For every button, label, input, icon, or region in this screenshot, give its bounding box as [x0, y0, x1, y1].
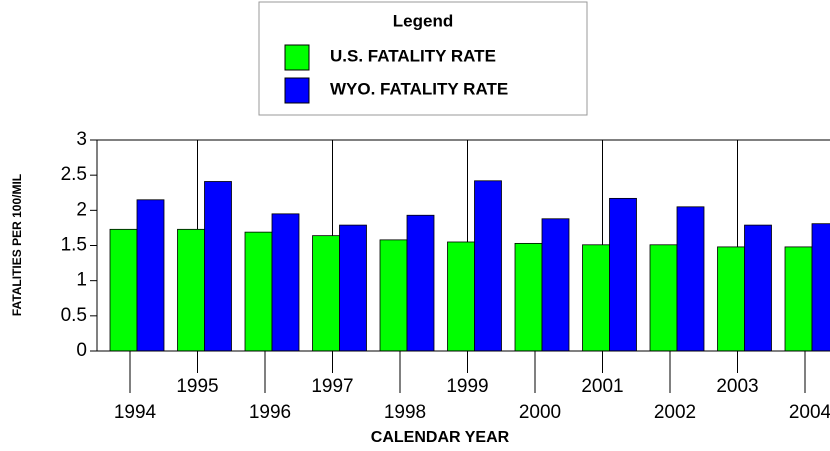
legend-swatch — [284, 44, 310, 71]
bar — [514, 242, 543, 352]
x-tick-label: 1994 — [114, 402, 157, 423]
bar — [109, 228, 138, 352]
legend-box — [258, 1, 588, 116]
bar — [676, 206, 705, 352]
x-tick-label: 2003 — [716, 376, 758, 397]
y-tick-label: 1.5 — [61, 235, 87, 256]
bar — [204, 181, 232, 352]
x-tick-label: 1999 — [446, 376, 488, 397]
x-tick-label: 1998 — [384, 402, 426, 423]
bar — [541, 218, 570, 352]
x-axis-label: CALENDAR YEAR — [371, 429, 510, 446]
x-tick-label: 1995 — [176, 376, 218, 397]
bar — [339, 224, 367, 352]
x-tick-label: 2000 — [519, 402, 561, 423]
y-tick-label: 0 — [76, 340, 87, 361]
bar — [136, 199, 165, 352]
bar — [312, 235, 340, 352]
x-tick-label: 2001 — [581, 376, 623, 397]
y-axis-label: FATALITIES PER 100/MIL — [10, 174, 24, 316]
legend-swatch — [284, 77, 310, 104]
bar — [447, 241, 475, 352]
bar — [744, 224, 772, 352]
bar — [717, 246, 745, 352]
bar — [784, 246, 813, 352]
x-tick-label: 1996 — [249, 402, 291, 423]
y-tick-label: 3 — [76, 129, 87, 150]
bar — [379, 239, 408, 352]
bar — [609, 197, 637, 352]
bar — [406, 214, 435, 352]
bar — [649, 244, 678, 352]
bar — [582, 244, 610, 352]
legend-title: Legend — [393, 11, 453, 30]
x-tick-label: 1997 — [311, 376, 353, 397]
y-tick-label: 2.5 — [61, 164, 87, 185]
y-tick-label: 1 — [76, 270, 87, 291]
x-tick-label: 2002 — [654, 402, 696, 423]
bar — [271, 213, 300, 352]
legend-label: U.S. FATALITY RATE — [330, 46, 496, 65]
x-tick-label: 2004 — [789, 402, 830, 423]
y-tick-label: 0.5 — [61, 305, 87, 326]
legend-label: WYO. FATALITY RATE — [330, 79, 508, 98]
bar — [474, 180, 502, 352]
bar — [811, 223, 830, 352]
bar — [177, 228, 205, 352]
y-tick-label: 2 — [76, 199, 87, 220]
bar — [244, 231, 273, 352]
